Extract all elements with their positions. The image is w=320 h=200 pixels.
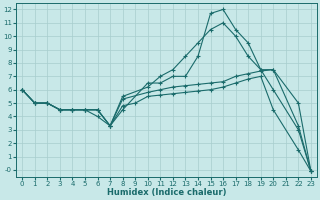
X-axis label: Humidex (Indice chaleur): Humidex (Indice chaleur)	[107, 188, 226, 197]
